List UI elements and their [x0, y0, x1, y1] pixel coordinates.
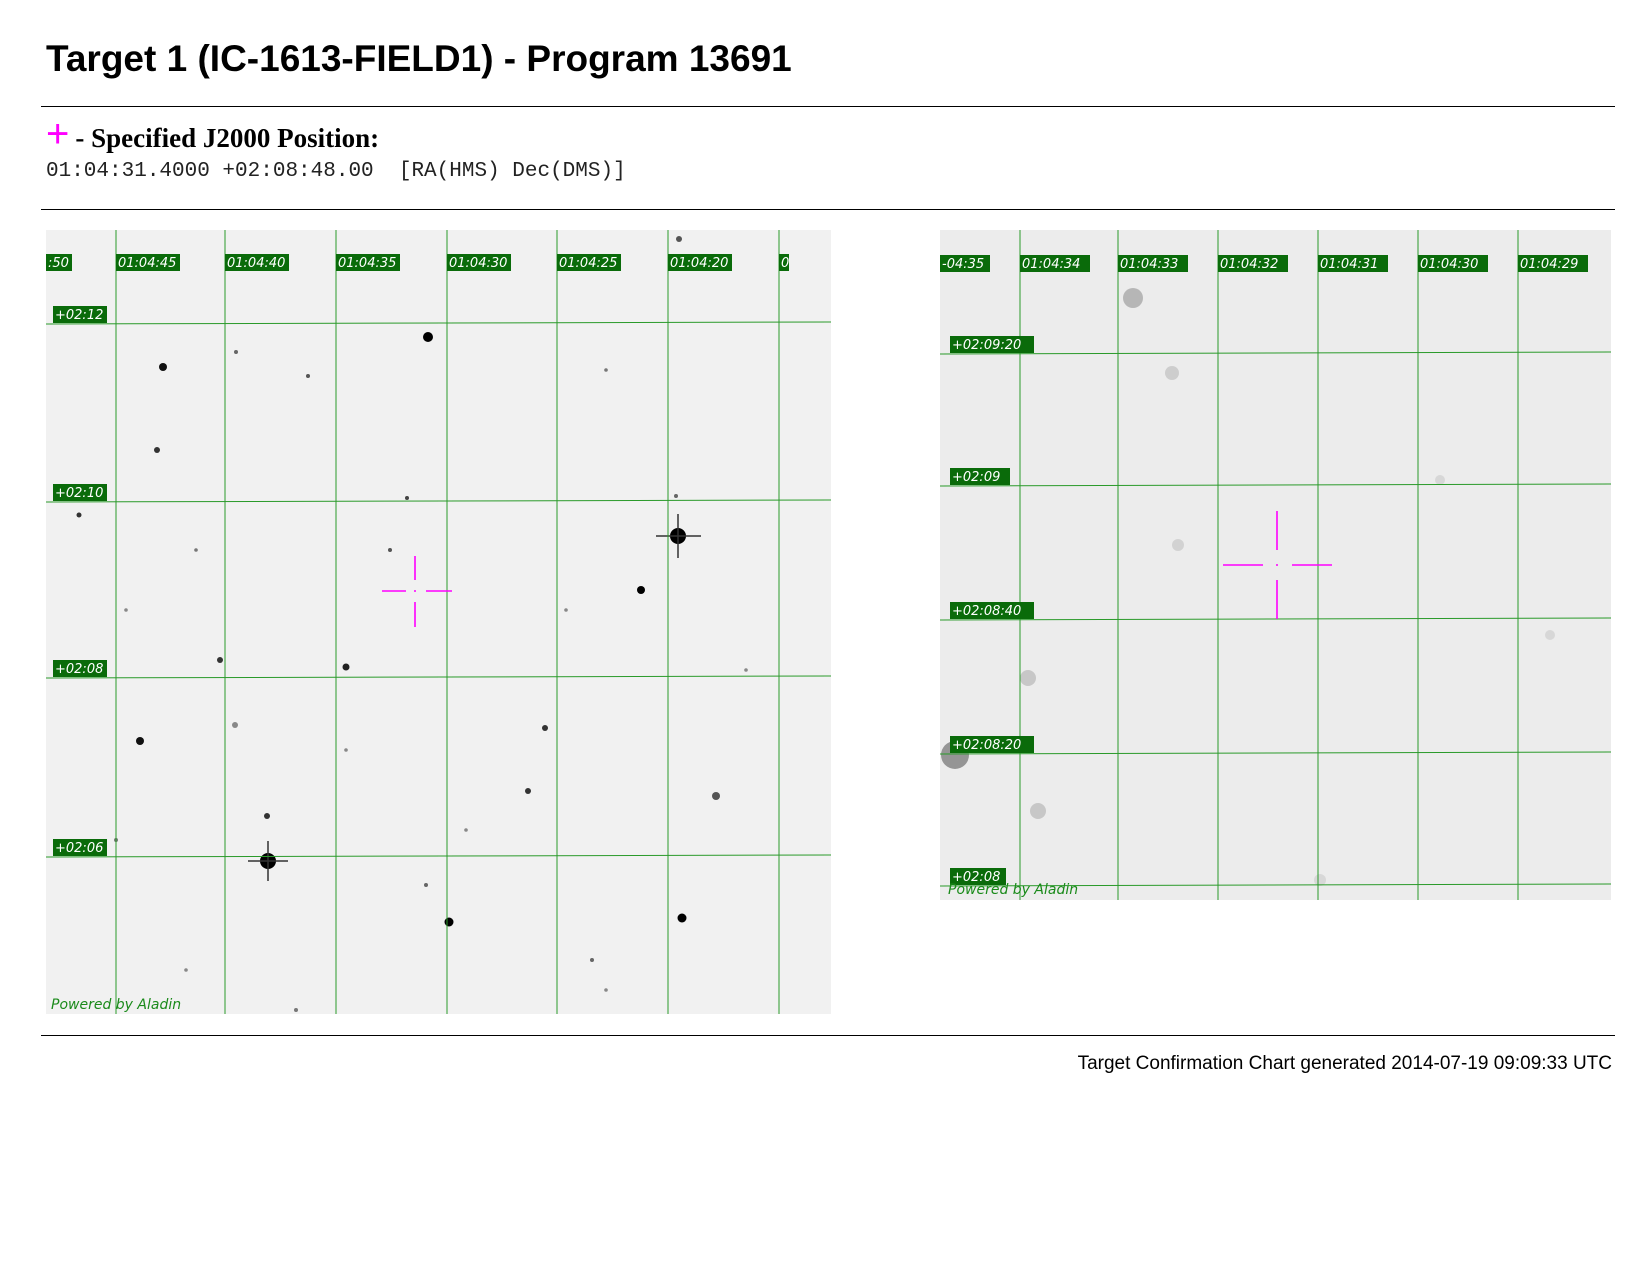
right-ra-label: 01:04:29 [1520, 257, 1578, 272]
left-dec-gridline [46, 675, 831, 679]
left-ra-label-bg [557, 254, 621, 271]
left-coordinate-grid: :50 01:04:45 01:04:40 01:04:35 01:04:30 01:04… [46, 230, 831, 1014]
left-ra-label: 01:04:30 [449, 256, 507, 271]
footer-divider [41, 1035, 1615, 1036]
right-dec-label-bg [950, 868, 1006, 885]
left-dec-label: +02:06 [55, 841, 103, 856]
left-ra-label-bg [116, 254, 180, 271]
right-ra-label-bg [1218, 255, 1288, 272]
right-dec-label: +02:09:20 [952, 338, 1021, 353]
right-ra-label-bg [940, 255, 990, 272]
left-ra-label-bg [336, 254, 400, 271]
left-dec-gridline [46, 321, 831, 325]
generated-timestamp: Target Confirmation Chart generated 2014… [1077, 1053, 1612, 1074]
header-divider [41, 106, 1615, 107]
right-ra-label: -04:35 [942, 257, 984, 272]
sky-chart-wide: :50 01:04:45 01:04:40 01:04:35 01:04:30 01:04… [46, 230, 831, 1014]
left-dec-label-bg [53, 660, 107, 677]
right-ra-label-bg [1418, 255, 1488, 272]
left-dec-label: +02:08 [55, 662, 103, 677]
left-ra-label: 01:04:20 [670, 256, 728, 271]
left-ra-label-bg [447, 254, 511, 271]
left-dec-label-bg [53, 306, 107, 323]
left-ra-label-bg [668, 254, 732, 271]
left-aladin-credit: Powered by Aladin [51, 997, 181, 1013]
left-ra-label: 01:04:25 [559, 256, 617, 271]
left-ra-label: :50 [48, 256, 69, 271]
right-dec-gridline [940, 483, 1611, 487]
left-star-field [76, 236, 748, 1012]
left-ra-label-bg [779, 254, 789, 271]
right-dec-label-bg [950, 602, 1034, 619]
left-dec-gridline [46, 499, 831, 503]
right-dec-label-bg [950, 336, 1034, 353]
position-heading-label: - Specified J2000 Position: [75, 122, 380, 153]
right-ra-label: 01:04:34 [1022, 257, 1080, 272]
bright-star-lower [248, 841, 288, 881]
right-ra-label: 01:04:30 [1420, 257, 1478, 272]
sky-chart-zoom: -04:35 01:04:34 01:04:33 01:04:32 01:04:31 01… [940, 230, 1611, 900]
right-dec-label: +02:08 [952, 870, 1000, 885]
left-dec-gridline [46, 854, 831, 858]
right-target-crosshair [1223, 511, 1332, 619]
right-aladin-credit: Powered by Aladin [948, 882, 1078, 898]
position-heading: + - Specified J2000 Position: [46, 114, 380, 158]
left-dec-label-bg [53, 484, 107, 501]
right-coordinate-grid: -04:35 01:04:34 01:04:33 01:04:32 01:04:31 01… [940, 230, 1611, 900]
right-ra-label-bg [1318, 255, 1388, 272]
left-target-crosshair [382, 556, 452, 627]
left-ra-label-bg [225, 254, 289, 271]
right-dec-gridline [940, 751, 1611, 755]
left-dec-label: +02:12 [55, 308, 103, 323]
right-dec-label: +02:08:40 [952, 604, 1021, 619]
right-ra-label-bg [1020, 255, 1090, 272]
right-dec-gridline [940, 617, 1611, 621]
page-title: Target 1 (IC-1613-FIELD1) - Program 1369… [46, 38, 792, 79]
left-ra-label: 01:04:35 [338, 256, 396, 271]
target-marker-icon: + [46, 112, 70, 156]
right-dec-label: +02:09 [952, 470, 1000, 485]
position-coordinates: 01:04:31.4000 +02:08:48.00 [RA(HMS) Dec(… [46, 160, 626, 183]
right-ra-label-bg [1518, 255, 1588, 272]
right-dec-label: +02:08:20 [952, 738, 1021, 753]
bright-star-right [656, 514, 701, 558]
right-dec-label-bg [950, 468, 1010, 485]
position-divider [41, 209, 1615, 210]
right-star-field [941, 288, 1555, 886]
right-ra-label: 01:04:31 [1320, 257, 1378, 272]
left-ra-label: 01:04:40 [227, 256, 285, 271]
right-dec-gridline [940, 351, 1611, 355]
right-ra-label: 01:04:33 [1120, 257, 1178, 272]
left-ra-label-bg [46, 254, 72, 271]
right-dec-label-bg [950, 736, 1034, 753]
right-ra-label: 01:04:32 [1220, 257, 1278, 272]
left-dec-label: +02:10 [55, 486, 103, 501]
left-dec-label-bg [53, 839, 107, 856]
left-ra-label: 01:04:45 [118, 256, 176, 271]
right-ra-label-bg [1118, 255, 1188, 272]
right-dec-gridline [940, 883, 1611, 887]
left-ra-label: 0 [781, 256, 789, 271]
